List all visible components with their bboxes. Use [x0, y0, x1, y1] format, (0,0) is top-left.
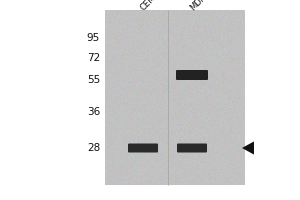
- Text: 36: 36: [87, 107, 100, 117]
- Text: 95: 95: [87, 33, 100, 43]
- FancyBboxPatch shape: [177, 144, 207, 152]
- FancyBboxPatch shape: [176, 70, 208, 80]
- FancyBboxPatch shape: [128, 144, 158, 152]
- Text: 72: 72: [87, 53, 100, 63]
- Text: MDA-MB453: MDA-MB453: [189, 0, 231, 12]
- Polygon shape: [242, 141, 254, 155]
- Text: 28: 28: [87, 143, 100, 153]
- Text: CEM: CEM: [139, 0, 158, 12]
- Text: 55: 55: [87, 75, 100, 85]
